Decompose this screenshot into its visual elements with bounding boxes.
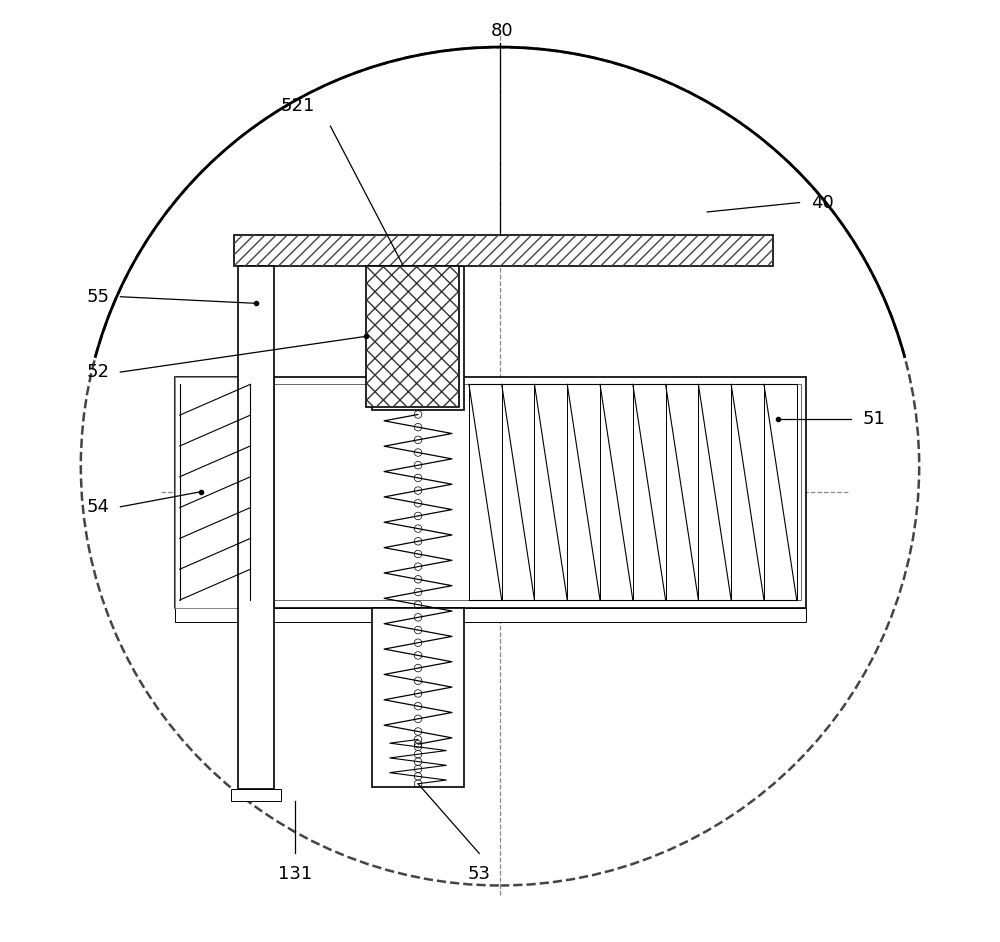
Text: 52: 52 xyxy=(86,363,109,382)
Bar xyxy=(234,235,773,266)
Bar xyxy=(372,266,464,410)
Text: 53: 53 xyxy=(468,865,491,883)
Bar xyxy=(180,384,801,600)
Bar xyxy=(238,266,274,789)
Bar xyxy=(175,377,274,608)
Text: 51: 51 xyxy=(863,410,886,429)
Text: 521: 521 xyxy=(280,97,315,115)
Text: 54: 54 xyxy=(86,497,109,516)
Bar xyxy=(372,608,464,787)
Bar xyxy=(366,266,459,407)
Text: 55: 55 xyxy=(86,287,109,306)
Bar xyxy=(231,789,281,801)
Bar xyxy=(175,377,806,608)
Text: 131: 131 xyxy=(278,865,312,883)
Bar xyxy=(234,235,773,266)
Text: 40: 40 xyxy=(811,193,834,212)
Bar xyxy=(175,608,806,622)
Text: 80: 80 xyxy=(491,22,513,40)
Bar xyxy=(366,266,459,407)
